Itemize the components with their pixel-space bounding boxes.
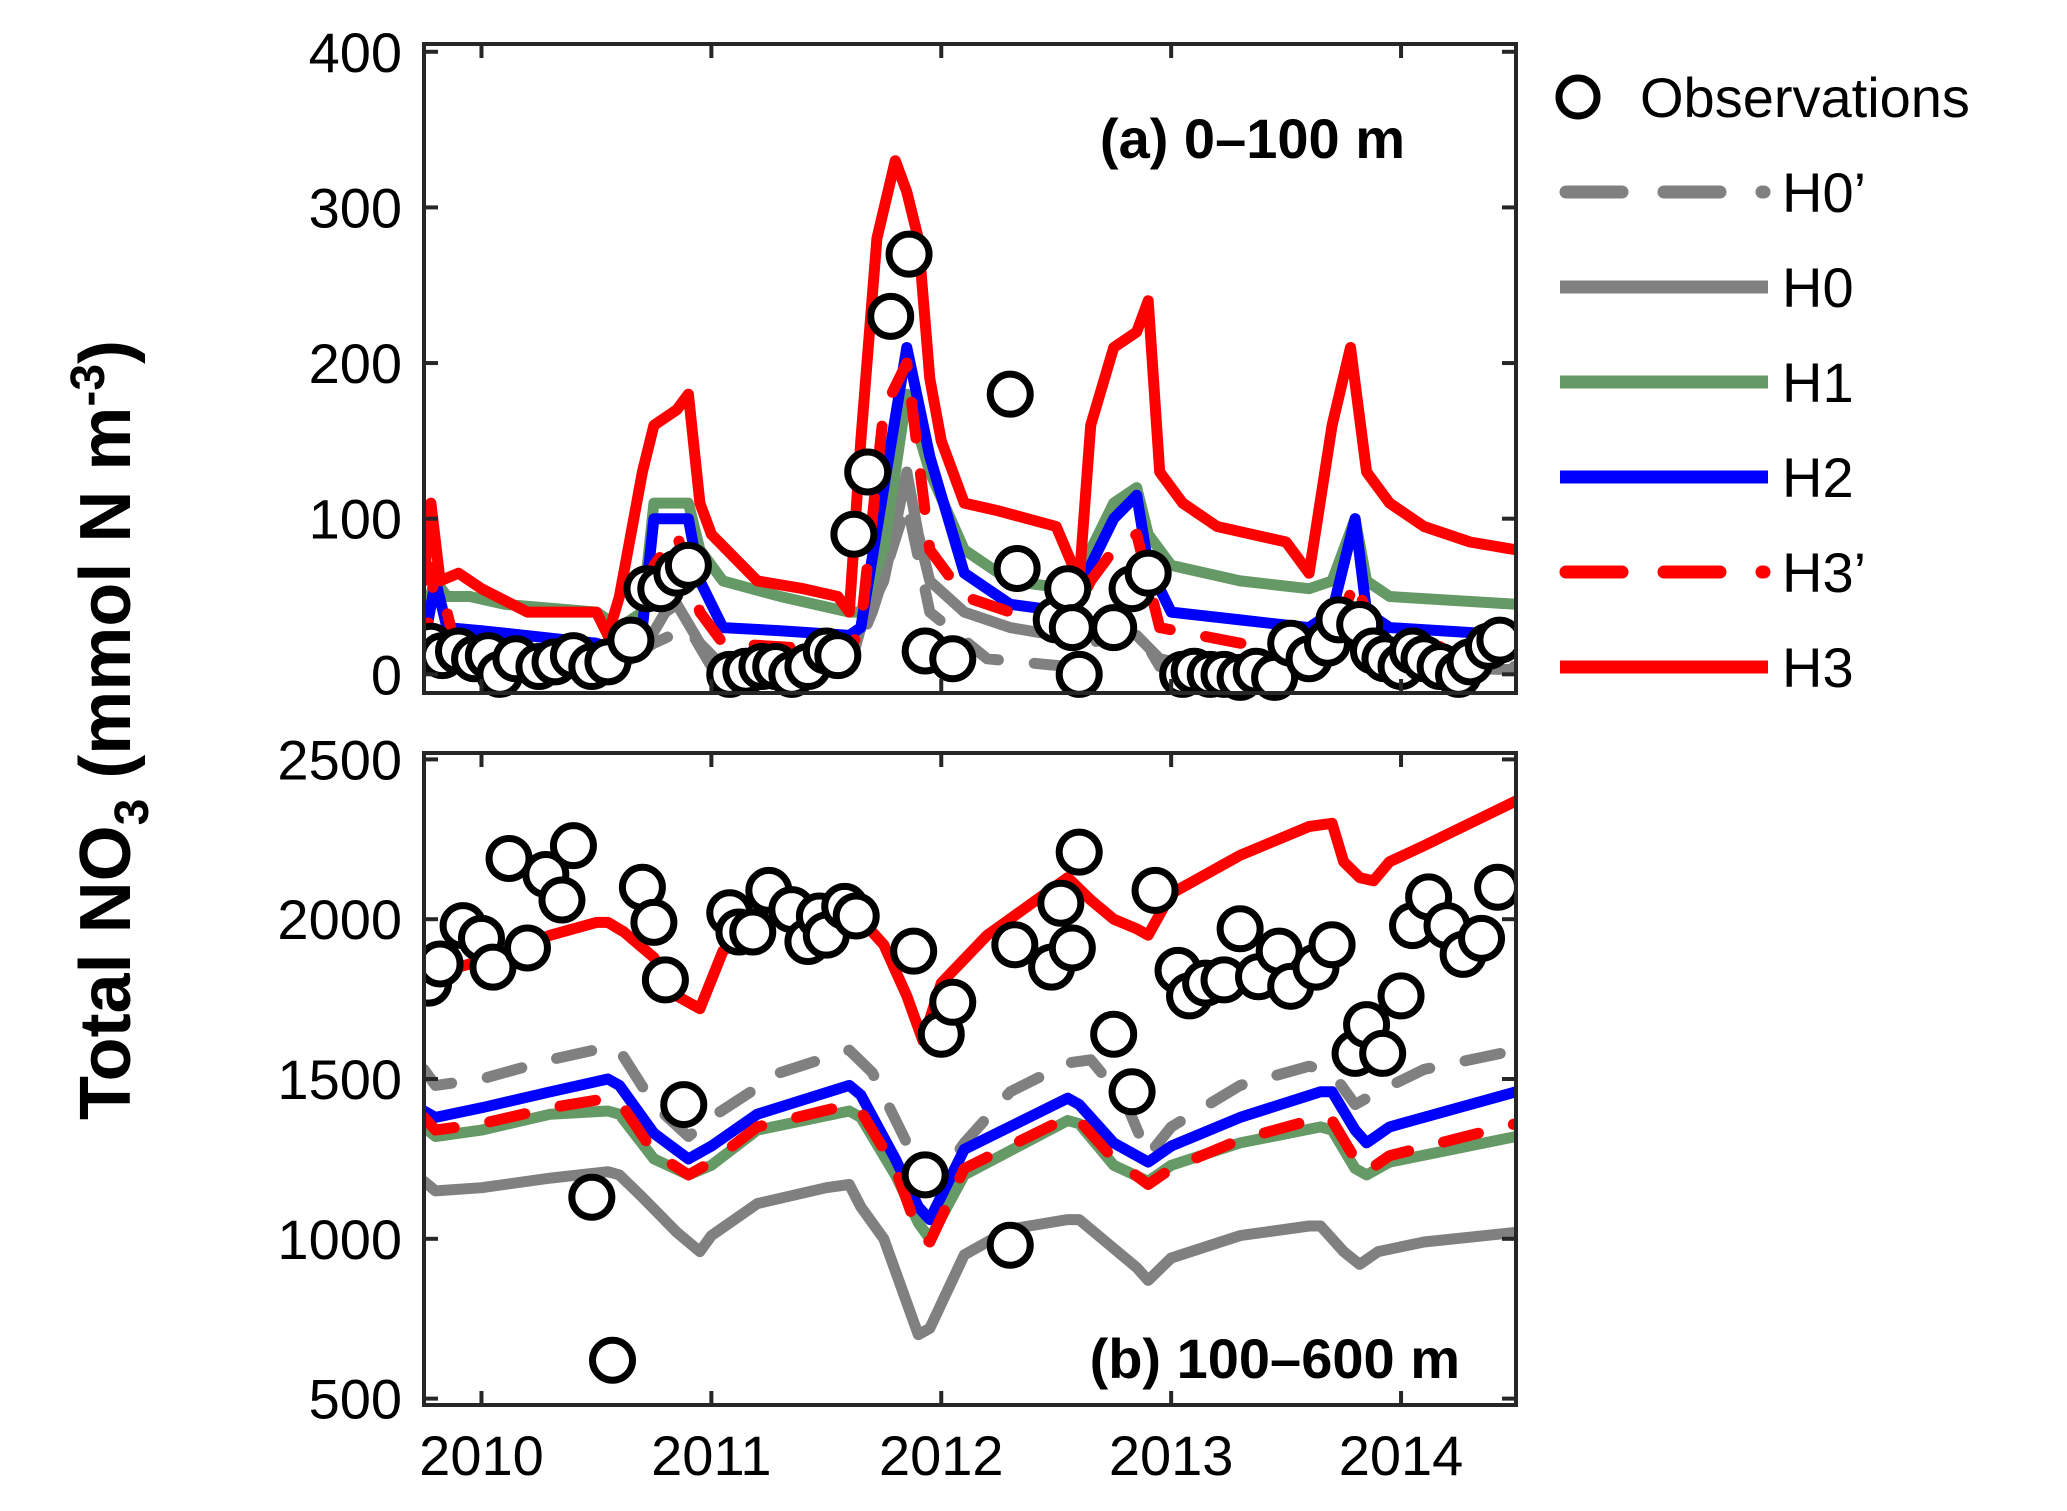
x-tick-label: 2010 xyxy=(419,1424,544,1487)
observation-point xyxy=(607,616,655,664)
y-tick-label: 400 xyxy=(309,21,402,84)
legend-label: H3’ xyxy=(1782,541,1866,604)
observation-point xyxy=(986,1221,1034,1269)
x-tick-label: 2011 xyxy=(651,1424,771,1487)
observation-point xyxy=(1308,921,1356,969)
series-line-h3 xyxy=(424,155,1516,641)
y-tick-label: 0 xyxy=(371,643,402,706)
observation-point xyxy=(986,370,1034,418)
series-line-h0 xyxy=(424,1166,1516,1341)
y-tick-label: 2500 xyxy=(277,728,402,791)
observation-point xyxy=(630,898,678,946)
observation-point xyxy=(832,892,880,940)
observation-point xyxy=(660,1081,708,1129)
legend-item: H0 xyxy=(1560,256,1854,319)
observation-point xyxy=(538,876,586,924)
observation-point xyxy=(1377,972,1425,1020)
series-line-h0-prime xyxy=(424,497,1516,672)
legend-label: H0 xyxy=(1782,256,1854,319)
observation-point xyxy=(503,924,551,972)
observation-point xyxy=(844,448,892,496)
y-tick-label: 500 xyxy=(309,1368,402,1431)
observation-point xyxy=(568,1173,616,1221)
ylabel-rest: (mmol N m xyxy=(66,407,146,799)
plot-area xyxy=(424,795,1516,1384)
observation-point xyxy=(867,292,915,340)
observation-point xyxy=(890,927,938,975)
observation-point xyxy=(1044,565,1092,613)
observation-point xyxy=(929,978,977,1026)
x-tick-label: 2014 xyxy=(1339,1424,1464,1487)
observation-point xyxy=(1359,1029,1407,1077)
observation-point xyxy=(1055,650,1103,698)
observation-point xyxy=(549,822,597,870)
legend-label: H0’ xyxy=(1782,161,1866,224)
y-tick-label: 100 xyxy=(309,488,402,551)
observation-point xyxy=(424,940,464,988)
ylabel-sub: 3 xyxy=(106,799,159,826)
panel-label: (a) 0–100 m xyxy=(1100,107,1405,170)
observation-point xyxy=(1037,879,1085,927)
x-tick-label: 2013 xyxy=(1109,1424,1234,1487)
y-axis-label: Total NO3 (mmol N m-3) xyxy=(62,340,159,1120)
observation-point xyxy=(901,1151,949,1199)
y-tick-label: 1500 xyxy=(277,1048,402,1111)
observation-point xyxy=(814,632,862,680)
legend-item: H3’ xyxy=(1559,541,1866,604)
observation-point xyxy=(1048,604,1096,652)
observation-point xyxy=(1131,866,1179,914)
x-tick-label: 2012 xyxy=(879,1424,1004,1487)
legend-label: H3 xyxy=(1782,636,1854,699)
legend-item: H2 xyxy=(1560,446,1854,509)
legend-marker-circle-icon xyxy=(1555,74,1601,120)
observation-point xyxy=(1458,914,1506,962)
series-line-h2 xyxy=(424,1073,1516,1226)
observation-point xyxy=(1055,828,1103,876)
observation-point xyxy=(641,956,689,1004)
plot-area xyxy=(424,155,1516,701)
observation-point xyxy=(885,230,933,278)
observation-point xyxy=(664,541,712,589)
svg-text:Total NO3 (mmol N m-3): Total NO3 (mmol N m-3) xyxy=(62,340,159,1120)
observation-point xyxy=(1476,616,1516,664)
observation-point xyxy=(1108,1068,1156,1116)
observation-point xyxy=(1124,549,1172,597)
observation-point xyxy=(929,635,977,683)
legend-item: H1 xyxy=(1560,351,1854,414)
observation-point xyxy=(1090,604,1138,652)
observation-point xyxy=(1216,905,1264,953)
legend-item: H3 xyxy=(1560,636,1854,699)
y-tick-label: 200 xyxy=(309,332,402,395)
observation-point xyxy=(1090,1010,1138,1058)
observation-point xyxy=(1048,924,1096,972)
ylabel-main: Total NO xyxy=(66,825,146,1120)
panel-label: (b) 100–600 m xyxy=(1090,1327,1460,1390)
y-tick-label: 2000 xyxy=(277,888,402,951)
legend-label: H2 xyxy=(1782,446,1854,509)
observation-point xyxy=(469,943,517,991)
y-tick-label: 300 xyxy=(309,176,402,239)
ylabel-sup: -3 xyxy=(62,364,115,407)
legend-item: Observations xyxy=(1555,66,1970,129)
observation-point xyxy=(830,510,878,558)
observation-point xyxy=(993,544,1041,592)
observation-point xyxy=(1474,863,1516,911)
legend: Observations H0’ H0 H1 H2 H3’ H3 xyxy=(1555,66,1970,699)
legend-label: Observations xyxy=(1640,66,1970,129)
series-line-h1 xyxy=(424,1105,1516,1245)
legend-item: H0’ xyxy=(1559,161,1866,224)
observation-point xyxy=(589,1336,637,1384)
observation-point xyxy=(729,908,777,956)
axes-frame xyxy=(422,42,1518,695)
ylabel-close: ) xyxy=(66,340,146,364)
panel-b: 500 1000 1500 2000 2500 2010 2011 2012 2013 2014 (… xyxy=(277,728,1518,1487)
legend-label: H1 xyxy=(1782,351,1854,414)
y-tick-label: 1000 xyxy=(277,1208,402,1271)
panel-a: 0 100 200 300 400 (a) 0–100 m xyxy=(309,21,1518,706)
observation-point xyxy=(991,921,1039,969)
